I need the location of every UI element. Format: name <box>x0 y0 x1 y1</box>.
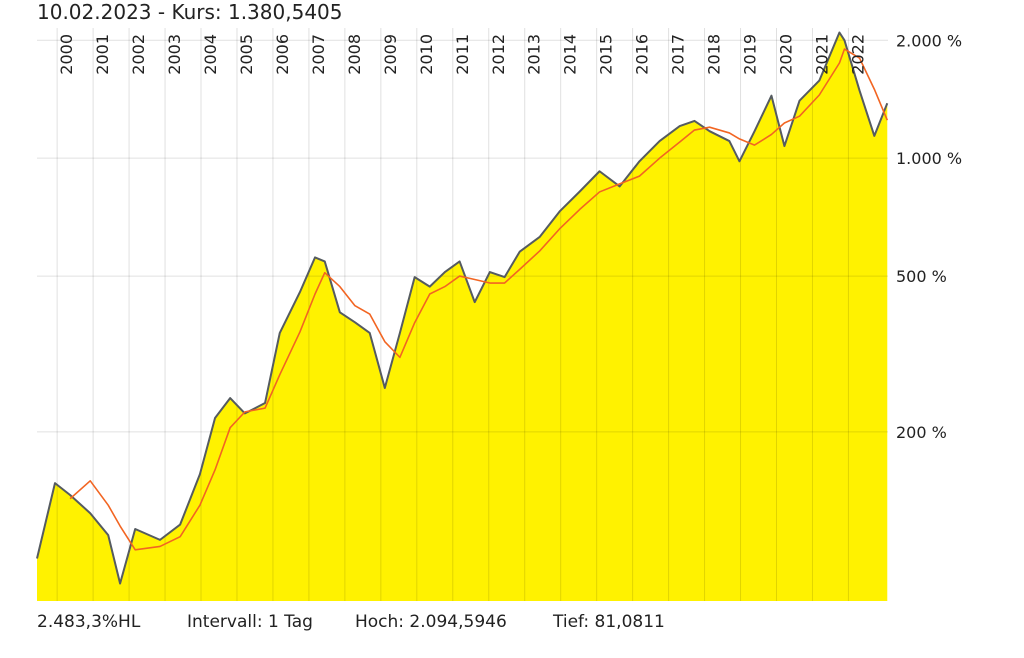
x-tick-label: 2022 <box>848 34 867 75</box>
x-tick-label: 2019 <box>741 34 760 75</box>
footer-hl: 2.483,3%HL <box>37 612 141 632</box>
x-tick-label: 2012 <box>489 34 508 75</box>
area <box>37 32 888 601</box>
x-tick-label: 2006 <box>273 34 292 75</box>
x-tick-label: 2000 <box>57 34 76 75</box>
y-tick-label: 2.000 % <box>896 31 962 50</box>
x-tick-label: 2004 <box>201 34 220 75</box>
x-tick-label: 2016 <box>633 34 652 75</box>
x-tick-label: 2013 <box>525 34 544 75</box>
plot: 2000 2001 2002 2003 2004 2005 2006 2007 2008 2009… <box>36 28 962 601</box>
x-tick-label: 2002 <box>129 34 148 75</box>
x-tick-label: 2021 <box>812 34 831 75</box>
x-tick-label: 2015 <box>597 34 616 75</box>
line <box>69 48 889 551</box>
y-tick-label: 500 % <box>896 267 947 286</box>
x-tick-label: 2007 <box>309 34 328 75</box>
header: 10.02.2023 - Kurs: 1.380,5405 <box>37 0 343 24</box>
x-tick-label: 2017 <box>669 34 688 75</box>
y-tick-label: 200 % <box>896 423 947 442</box>
x-tick-label: 2005 <box>237 34 256 75</box>
x-tick-label: 2018 <box>705 34 724 75</box>
footer-low: Tief: 81,0811 <box>552 612 665 632</box>
x-tick-label: 2020 <box>776 34 795 75</box>
x-tick-label: 2001 <box>93 34 112 75</box>
x-tick-label: 2014 <box>561 34 580 75</box>
footer-high: Hoch: 2.094,5946 <box>355 612 507 632</box>
x-tick-label: 2009 <box>381 34 400 75</box>
footer-interval: Intervall: 1 Tag <box>187 612 313 632</box>
x-tick-label: 2010 <box>417 34 436 75</box>
line <box>36 31 889 585</box>
y-tick-label: 1.000 % <box>896 149 962 168</box>
x-tick-label: 2008 <box>345 34 364 75</box>
x-tick-label: 2011 <box>453 34 472 75</box>
x-tick-label: 2003 <box>165 34 184 75</box>
